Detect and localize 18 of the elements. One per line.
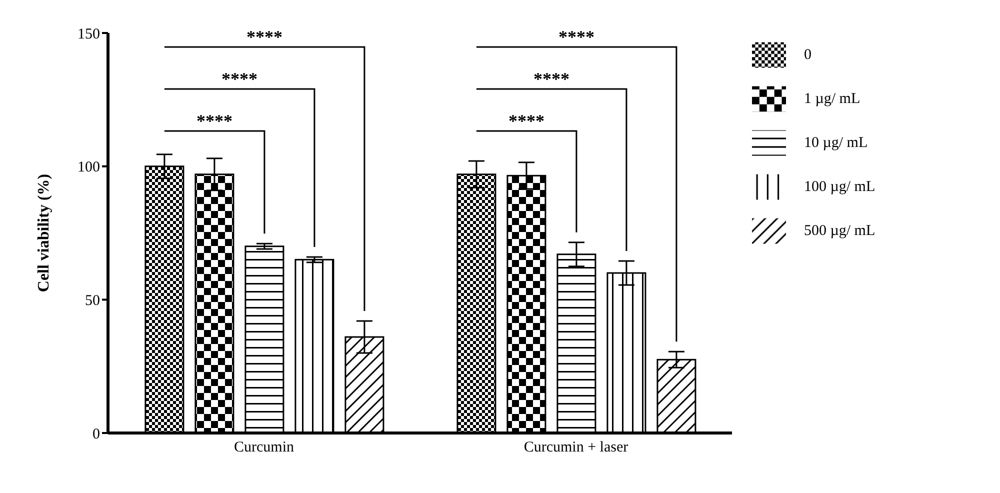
y-tick-label: 150 (78, 26, 100, 42)
y-tick-label: 0 (92, 426, 100, 442)
legend-label: 500 µg/ mL (804, 223, 876, 239)
legend-label: 0 (804, 47, 812, 63)
annotation: **** (508, 111, 544, 131)
annotation: **** (196, 111, 232, 131)
annotation: **** (533, 69, 570, 89)
annotation: **** (246, 27, 282, 47)
x-tick-label: Curcumin + laser (524, 440, 628, 456)
legend-label: 100 µg/ mL (804, 179, 876, 195)
legend-label: 10 µg/ mL (804, 135, 868, 151)
annotation: **** (558, 27, 594, 47)
legend-label: 1 µg/ mL (804, 91, 860, 107)
y-tick-label: 100 (78, 160, 100, 176)
y-tick-label: 50 (85, 292, 100, 309)
annotation: **** (221, 69, 258, 89)
x-tick-label: Curcumin (234, 440, 294, 456)
y-axis-title: Cell viability (%) (36, 174, 53, 292)
